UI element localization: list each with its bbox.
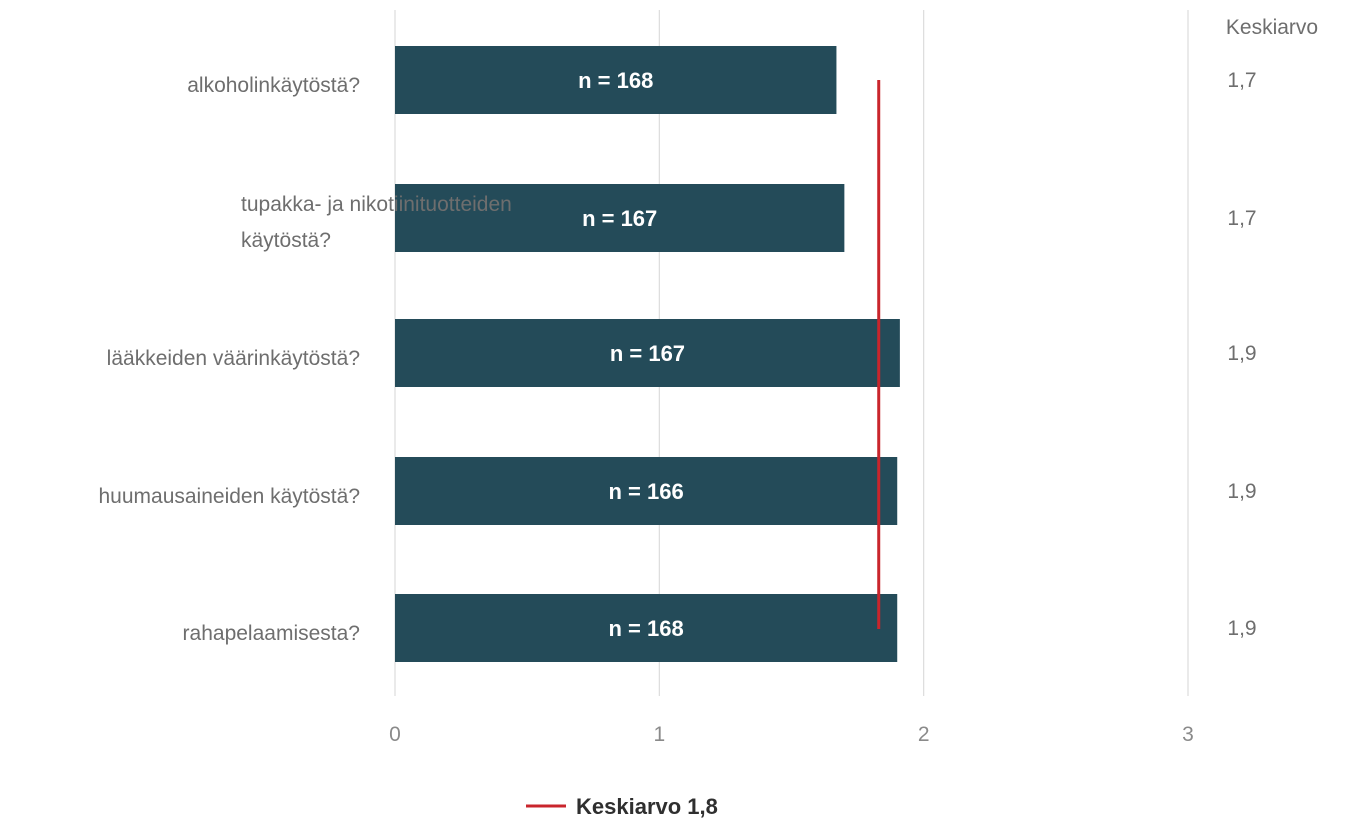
x-tick-labels: 0 1 2 3 bbox=[389, 723, 1194, 746]
bar-value-label: n = 168 bbox=[609, 616, 684, 641]
bar bbox=[395, 184, 845, 252]
legend-reference-label: Keskiarvo 1,8 bbox=[576, 794, 718, 819]
category-label: lääkkeiden väärinkäytöstä? bbox=[107, 347, 360, 370]
mean-value: 1,9 bbox=[1227, 617, 1256, 640]
mean-column-header: Keskiarvo bbox=[1226, 16, 1318, 39]
category-label: rahapelaamisesta? bbox=[183, 622, 360, 645]
mean-column: Keskiarvo 1,7 1,7 1,9 1,9 1,9 bbox=[1226, 16, 1318, 640]
category-label-line: käytöstä? bbox=[241, 229, 331, 252]
mean-value: 1,7 bbox=[1227, 207, 1256, 230]
x-tick-label: 0 bbox=[389, 723, 401, 746]
mean-value: 1,9 bbox=[1227, 342, 1256, 365]
bar bbox=[395, 457, 898, 525]
bar-value-label: n = 167 bbox=[610, 341, 685, 366]
bar-value-label: n = 168 bbox=[578, 68, 653, 93]
bar bbox=[395, 319, 900, 387]
bars: n = 168 n = 167 n = 167 n = 166 n = 168 bbox=[395, 46, 900, 662]
bar-value-label: n = 166 bbox=[609, 479, 684, 504]
category-label-line: tupakka- ja nikotiinituotteiden bbox=[241, 193, 512, 216]
category-label: tupakka- ja nikotiinituotteiden käytöstä? bbox=[241, 193, 512, 252]
legend: Keskiarvo 1,8 bbox=[526, 794, 718, 819]
bar-value-label: n = 167 bbox=[582, 206, 657, 231]
x-tick-label: 2 bbox=[918, 723, 930, 746]
x-tick-label: 3 bbox=[1182, 723, 1194, 746]
x-tick-label: 1 bbox=[653, 723, 665, 746]
category-label: alkoholinkäytöstä? bbox=[187, 74, 360, 97]
mean-value: 1,7 bbox=[1227, 69, 1256, 92]
category-label: huumausaineiden käytöstä? bbox=[98, 485, 360, 508]
mean-value: 1,9 bbox=[1227, 480, 1256, 503]
bar bbox=[395, 46, 837, 114]
category-labels: alkoholinkäytöstä? tupakka- ja nikotiinit… bbox=[98, 74, 511, 645]
bar bbox=[395, 594, 898, 662]
